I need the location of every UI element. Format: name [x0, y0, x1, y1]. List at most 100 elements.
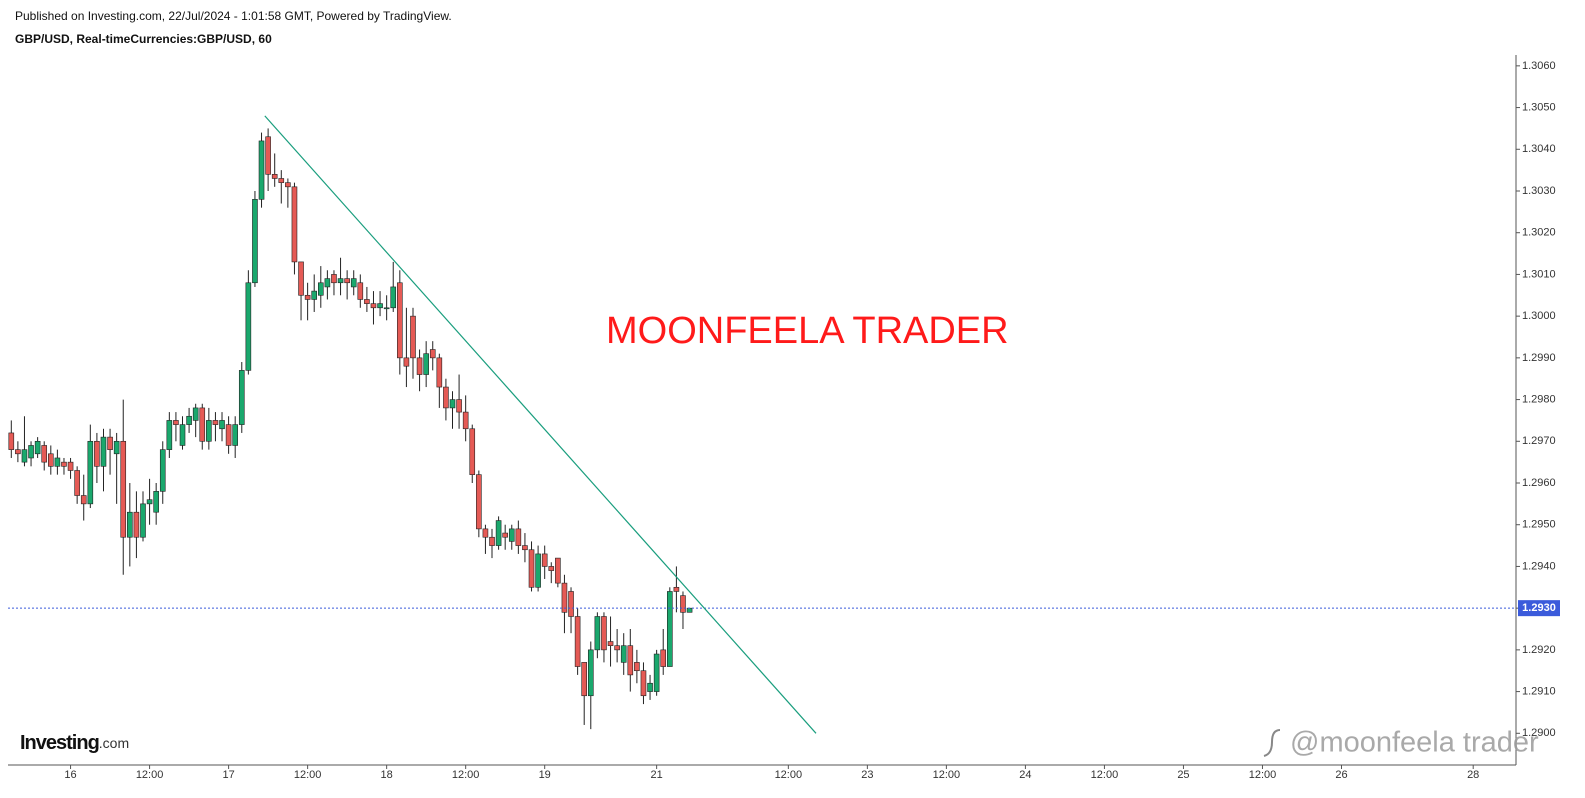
- watermark: @moonfeela trader: [1290, 727, 1539, 759]
- candle-body: [535, 553, 541, 588]
- y-tick-label: 1.2950: [1522, 519, 1556, 531]
- candle-body: [41, 445, 48, 463]
- candle: [660, 629, 667, 675]
- x-tick-label: 18: [381, 769, 393, 781]
- candle: [370, 291, 377, 325]
- candle-body: [673, 586, 680, 592]
- candle: [225, 416, 232, 454]
- candle: [627, 629, 634, 692]
- candle: [561, 574, 568, 634]
- candle: [232, 416, 238, 458]
- published-note: Published on Investing.com, 22/Jul/2024 …: [15, 9, 452, 23]
- candle-body: [522, 545, 528, 551]
- candle-body: [317, 282, 324, 296]
- y-tick-label: 1.2960: [1522, 477, 1556, 489]
- candle: [331, 270, 337, 296]
- candle: [199, 403, 206, 450]
- x-tick-label: 12:00: [775, 769, 803, 781]
- candle-body: [133, 511, 140, 538]
- candle-body: [429, 349, 436, 359]
- candle: [528, 541, 535, 592]
- candle: [41, 441, 48, 471]
- logo: Investing.com: [20, 732, 129, 754]
- candle: [179, 416, 186, 450]
- candle-body: [502, 532, 508, 538]
- candle: [291, 182, 298, 275]
- candle: [127, 483, 133, 567]
- candle: [153, 483, 159, 525]
- candle-body: [383, 307, 390, 310]
- candle-body: [482, 528, 489, 538]
- candle-body: [225, 424, 232, 446]
- candle: [634, 649, 640, 684]
- candle-body: [436, 357, 443, 388]
- candle: [541, 545, 548, 579]
- candle-body: [594, 616, 601, 651]
- candle: [482, 524, 489, 554]
- candle-body: [265, 136, 271, 175]
- candle-body: [179, 424, 186, 446]
- candle-body: [515, 528, 522, 546]
- candle: [67, 457, 74, 479]
- candle-body: [140, 503, 146, 538]
- candle-body: [238, 370, 245, 425]
- candle: [278, 170, 285, 204]
- candle: [245, 270, 252, 375]
- candle: [614, 629, 620, 663]
- candle: [581, 662, 588, 725]
- candle-body: [528, 549, 535, 588]
- candle: [574, 608, 581, 675]
- candle: [265, 128, 271, 191]
- x-tick-label: 21: [651, 769, 663, 781]
- candle-body: [15, 449, 21, 455]
- x-tick-label: 12:00: [933, 769, 961, 781]
- symbol-title: GBP/USD, Real-timeCurrencies:GBP/USD, 60: [15, 32, 272, 46]
- candle: [443, 378, 449, 421]
- y-tick-label: 1.2940: [1522, 560, 1556, 572]
- candle: [80, 474, 87, 521]
- candle: [647, 674, 653, 700]
- candle-body: [370, 303, 377, 309]
- candle-body: [344, 278, 350, 284]
- candle-body: [601, 616, 607, 651]
- y-tick-label: 1.3040: [1522, 143, 1556, 155]
- candle: [377, 291, 383, 317]
- y-tick-label: 1.3060: [1522, 60, 1556, 72]
- candle-body: [403, 357, 410, 367]
- candle-body: [574, 616, 581, 667]
- candle-body: [127, 511, 133, 538]
- candle: [489, 528, 495, 559]
- y-tick-label: 1.3030: [1522, 185, 1556, 197]
- candle: [192, 403, 199, 438]
- candle: [87, 424, 94, 509]
- candle-body: [443, 386, 449, 409]
- candle: [258, 132, 265, 208]
- candle-body: [285, 182, 291, 188]
- candle: [120, 399, 127, 575]
- candle-body: [555, 557, 561, 584]
- candle: [423, 341, 429, 388]
- candle-body: [495, 520, 502, 546]
- candle-body: [34, 440, 41, 455]
- y-tick-label: 1.3050: [1522, 101, 1556, 113]
- candle-body: [252, 199, 258, 284]
- candle-body: [206, 420, 212, 442]
- candle: [166, 412, 173, 458]
- candle: [344, 270, 350, 300]
- candle-body: [94, 440, 100, 467]
- y-tick-label: 1.3000: [1522, 310, 1556, 322]
- candle-body: [640, 670, 647, 697]
- annotation: MOONFEELA TRADER: [606, 310, 1009, 352]
- candle-body: [667, 591, 673, 667]
- candle: [673, 566, 680, 613]
- candle: [304, 282, 311, 321]
- candle-body: [291, 186, 298, 263]
- candle: [502, 524, 508, 550]
- candle-body: [364, 299, 370, 304]
- candle-body: [337, 278, 344, 284]
- candle-body: [186, 415, 192, 425]
- candle: [298, 261, 304, 321]
- candle-body: [653, 653, 660, 692]
- candle: [324, 270, 331, 300]
